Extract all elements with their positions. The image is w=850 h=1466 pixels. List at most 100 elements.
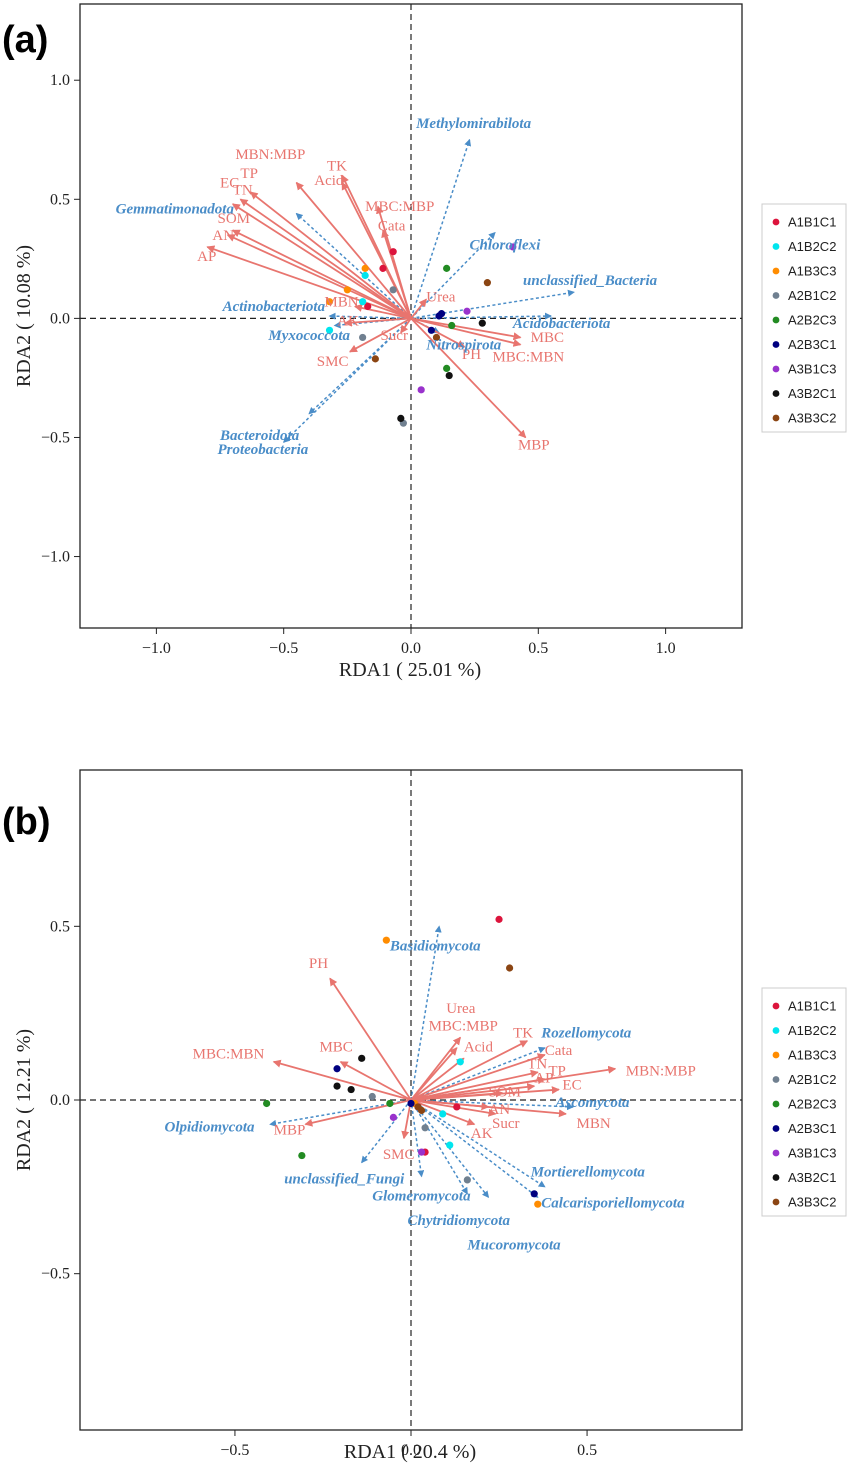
- panel-b-legend-label-a1b3c3: A1B3C3: [788, 1048, 836, 1063]
- panel-a-env-label-ph: PH: [462, 347, 481, 363]
- panel-a: (a) −1.0 −0.5 0.0 0.5 1.0 1.0 0.5 0.0 −0.5 −1.0 MB…: [2, 3, 847, 681]
- panel-a-x-tick-label: 1.0: [656, 640, 676, 657]
- panel-b-point-a1b2c2: [456, 1058, 464, 1066]
- panel-a-taxa-arrow-chloroflexi: [410, 231, 496, 319]
- panel-a-env-label-ak: AK: [337, 314, 359, 330]
- panel-a-point-a1b1c1: [389, 248, 397, 256]
- panel-a-taxa-label-nitrospirota: Nitrospirota: [425, 337, 502, 353]
- panel-b-env-label-tp: TP: [548, 1064, 566, 1080]
- panel-a-x-tick-label: 0.5: [528, 640, 548, 657]
- panel-b-legend-label-a3b1c3: A3B1C3: [788, 1146, 836, 1161]
- panel-a-point-a1b3c3: [325, 298, 334, 306]
- panel-b-legend-label-a1b1c1: A1B1C1: [788, 999, 836, 1014]
- panel-a-legend-marker-a3b1c3: [772, 365, 780, 373]
- panel-b-legend-marker-a2b1c2: [772, 1076, 780, 1083]
- panel-a-env-arrow-mbn-mbp: [295, 181, 412, 319]
- panel-b-env-label-tk: TK: [513, 1025, 533, 1041]
- panel-b-legend-label-a2b2c3: A2B2C3: [788, 1097, 836, 1112]
- panel-a-env-arrow-ph: [410, 317, 466, 348]
- panel-a-env-label-an: AN: [212, 228, 234, 244]
- panel-a-point-a2b1c2: [389, 286, 397, 294]
- panel-a-env-label-tn: TN: [233, 183, 253, 199]
- panel-b-legend-label-a1b2c2: A1B2C2: [788, 1023, 836, 1038]
- panel-a-point-a1b2c2: [325, 326, 334, 334]
- panel-a-env-label-mbp: MBP: [518, 437, 550, 453]
- panel-a-env-label-som: SOM: [217, 211, 250, 227]
- panel-a-point-a3b3c2: [483, 279, 491, 287]
- panel-b-legend-label-a3b3c2: A3B3C2: [788, 1195, 836, 1210]
- panel-a-legend-label-a3b2c1: A3B2C1: [788, 386, 836, 401]
- panel-b-taxa-arrow-unclassified-fungi: [361, 1099, 412, 1164]
- panel-b-taxa-label-mucoromycota: Mucoromycota: [466, 1237, 561, 1253]
- panel-a-point-a3b3c2: [371, 355, 379, 363]
- panel-b-env-label-acid: Acid: [464, 1039, 494, 1055]
- panel-b-env-arrow-acid: [410, 1057, 465, 1101]
- panel-b-taxa-label-olpidiomycota: Olpidiomycota: [165, 1119, 255, 1135]
- panel-a-point-a2b2c3: [443, 264, 451, 272]
- panel-b-env-label-urea: Urea: [446, 1001, 475, 1017]
- panel-b-env-label-ec: EC: [562, 1078, 581, 1094]
- panel-a-env-label-urea: Urea: [426, 290, 455, 306]
- panel-a-env-label-sucr: Sucr: [380, 328, 408, 344]
- panel-a-legend-label-a3b3c2: A3B3C2: [788, 411, 836, 426]
- panel-a-env-label-ec: EC: [220, 175, 239, 191]
- panel-b-env-label-ph: PH: [309, 956, 328, 972]
- panel-b-point-a2b2c3: [298, 1151, 306, 1160]
- panel-b-taxa-arrow-basidiomycota: [410, 925, 442, 1101]
- panel-a-taxa-arrow-proteobacteria: [282, 317, 412, 443]
- panel-b-point-a2b1c2: [421, 1124, 429, 1132]
- panel-b-legend-marker-a1b3c3: [772, 1051, 780, 1059]
- panel-a-taxa-label-chloroflexi: Chloroflexi: [470, 237, 542, 253]
- panel-a-legend-label-a1b1c1: A1B1C1: [788, 215, 836, 230]
- panel-a-point-a1b1c1: [379, 264, 387, 272]
- panel-b-env-label-sucr: Sucr: [492, 1116, 520, 1132]
- panel-a-point-a1b3c3: [361, 264, 369, 272]
- panel-b-legend-marker-a2b3c1: [772, 1125, 780, 1132]
- panel-b-x-tick-label: −0.5: [220, 1442, 249, 1459]
- panel-a-legend-marker-a1b1c1: [772, 218, 780, 226]
- panel-b-taxa-label-calcarisporiellomycota: Calcarisporiellomycota: [541, 1196, 685, 1212]
- panel-a-taxa-label-bacteroidota: Bacteroidota: [219, 428, 300, 444]
- panel-b-point-a2b3c1: [333, 1065, 341, 1073]
- panel-a-env-arrow-tn: [239, 198, 412, 320]
- panel-a-env-arrow-cata: [381, 229, 412, 319]
- panel-b-env-label-smc: SMC: [383, 1147, 415, 1163]
- panel-a-y-tick-label: 1.0: [50, 72, 70, 89]
- panel-a-env-label-cata: Cata: [378, 218, 406, 234]
- panel-b-legend-label-a3b2c1: A3B2C1: [788, 1170, 836, 1185]
- panel-b-x-axis-label: RDA1 ( 20.4 %): [344, 1441, 476, 1463]
- panel-a-env-label-mbc-mbn: MBC:MBN: [492, 349, 564, 365]
- panel-a-legend-label-a2b2c3: A2B2C3: [788, 313, 836, 328]
- panel-a-legend-marker-a2b2c3: [772, 316, 780, 324]
- panel-a-x-tick-label: −1.0: [142, 640, 171, 657]
- panel-b-env-label-ap: AP: [534, 1071, 553, 1087]
- panel-a-point-a2b2c3: [443, 364, 451, 372]
- panel-b-y-tick-label: 0.5: [50, 918, 70, 935]
- panel-a-point-a3b2c1: [397, 414, 405, 423]
- panel-b-env-arrow-tk: [410, 1040, 529, 1101]
- panel-a-env-label-tp: TP: [240, 166, 258, 182]
- panel-b-env-arrow-ph: [329, 977, 412, 1101]
- panel-b-env-arrow-cata: [410, 1053, 546, 1101]
- panel-b-env-label-tn: TN: [527, 1057, 547, 1073]
- panel-a-point-a2b3c1: [435, 312, 443, 320]
- panel-a-legend-marker-a3b3c2: [772, 414, 780, 422]
- panel-a-x-axis-label: RDA1 ( 25.01 %): [339, 659, 481, 681]
- panel-a-env-arrow-mbc: [410, 317, 522, 341]
- panel-a-legend-label-a3b1c3: A3B1C3: [788, 362, 836, 377]
- panel-a-legend-label-a1b2c2: A1B2C2: [788, 239, 836, 254]
- panel-a-taxa-label-gemmatimonadota: Gemmatimonadota: [116, 202, 235, 218]
- panel-a-legend-label-a2b3c1: A2B3C1: [788, 337, 836, 352]
- panel-b-point-a2b3c1: [407, 1099, 415, 1108]
- panel-a-env-label-ap: AP: [197, 249, 216, 265]
- panel-b-legend-marker-a1b2c2: [772, 1027, 780, 1034]
- panel-b-y-tick-label: 0.0: [50, 1092, 70, 1109]
- panel-a-taxa-arrow-actinobacteriota: [328, 312, 412, 320]
- panel-b-point-a2b2c3: [386, 1099, 394, 1108]
- panel-b-taxa-arrow-rozellomycota: [410, 1046, 546, 1101]
- panel-a-taxa-label-myxococcota: Myxococcota: [267, 328, 350, 344]
- panel-a-env-arrow-an: [226, 234, 412, 320]
- panel-a-env-arrow-mbn: [354, 304, 412, 320]
- panel-a-env-arrow-ak: [343, 317, 412, 327]
- panel-a-env-arrow-mbp: [410, 317, 527, 439]
